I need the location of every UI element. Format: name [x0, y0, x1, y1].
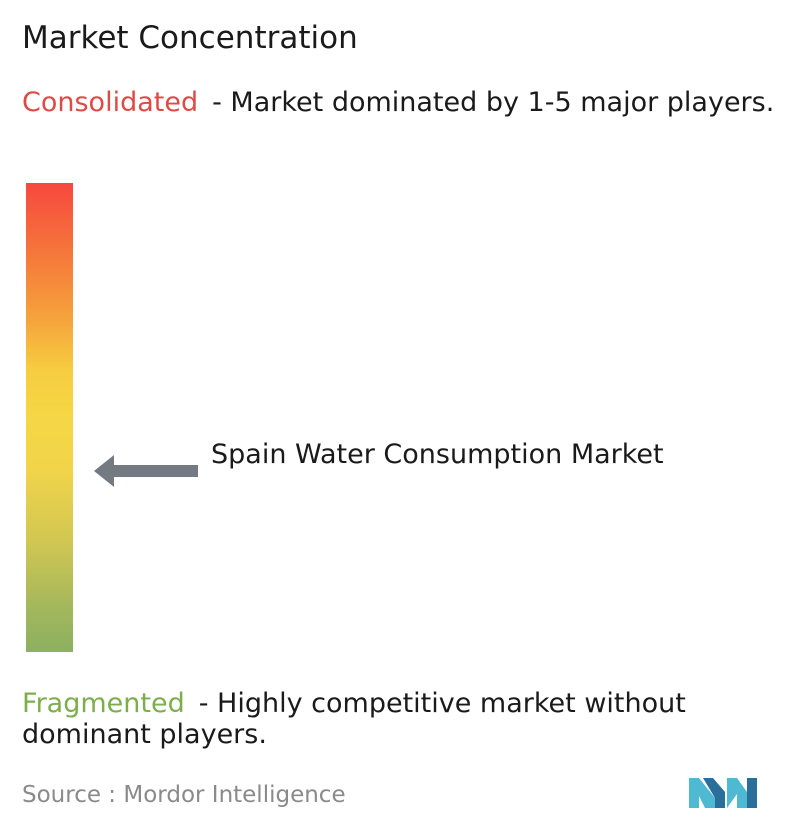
consolidated-term: Consolidated: [22, 87, 199, 118]
fragmented-description: Fragmented - Highly competitive market wi…: [22, 688, 792, 750]
source-line: Source : Mordor Intelligence: [22, 779, 346, 811]
mordor-intelligence-logo-icon: [689, 778, 757, 808]
left-arrow-icon: [94, 455, 198, 487]
market-label: Spain Water Consumption Market: [211, 439, 664, 470]
concentration-gauge: [26, 183, 73, 652]
source-prefix: Source :: [22, 782, 117, 808]
source-name: Mordor Intelligence: [123, 782, 346, 808]
consolidated-description: Consolidated - Market dominated by 1-5 ma…: [22, 87, 792, 118]
consolidated-text: - Market dominated by 1-5 major players.: [212, 87, 775, 118]
chart-title: Market Concentration: [22, 20, 358, 56]
fragmented-text: - Highly competitive market without domi…: [22, 688, 686, 750]
fragmented-term: Fragmented: [22, 688, 185, 719]
